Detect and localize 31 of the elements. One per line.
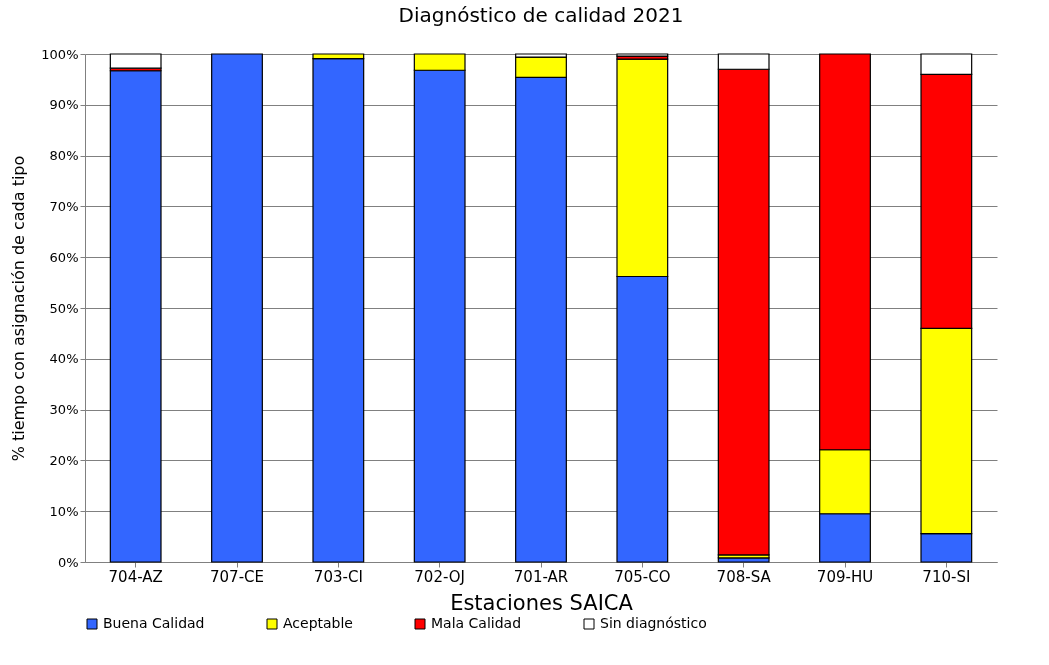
y-tick-label: 20%: [49, 452, 79, 468]
x-tick-label: 704-AZ: [108, 567, 163, 586]
y-tick-label: 0%: [57, 554, 79, 570]
x-tick-label: 701-AR: [513, 567, 569, 586]
y-tick-label: 80%: [49, 148, 79, 164]
y-tick-label: 50%: [49, 300, 79, 316]
x-tick-label: 707-CE: [210, 567, 264, 586]
x-tick-label: 710-SI: [922, 567, 971, 586]
legend-label: Buena Calidad: [103, 615, 205, 631]
bar: [109, 70, 162, 563]
y-tick-label: 10%: [49, 503, 79, 519]
bar: [109, 53, 162, 69]
legend-label: Sin diagnóstico: [600, 615, 707, 631]
y-tick-label: 90%: [49, 97, 79, 113]
y-tick-label: 30%: [49, 402, 79, 418]
y-tick-label: 40%: [49, 351, 79, 367]
chart-title: Diagnóstico de calidad 2021: [398, 3, 684, 27]
y-axis-title: % tiempo con asignación de cada tipo: [9, 155, 29, 462]
x-axis-title: Estaciones SAICA: [450, 590, 634, 615]
bar: [211, 53, 263, 563]
x-tick-label: 709-HU: [816, 567, 874, 586]
y-tick-label: 60%: [49, 249, 79, 265]
x-tick-label: 702-OJ: [414, 567, 466, 586]
y-tick-label: 70%: [49, 198, 79, 214]
x-tick-label: 705-CO: [614, 567, 671, 586]
legend-label: Mala Calidad: [431, 615, 522, 631]
y-tick-label: 100%: [41, 46, 79, 62]
bar: [312, 57, 365, 563]
legend-label: Aceptable: [283, 615, 353, 631]
x-tick-label: 708-SA: [716, 567, 772, 586]
x-tick-label: 703-CI: [313, 567, 363, 586]
